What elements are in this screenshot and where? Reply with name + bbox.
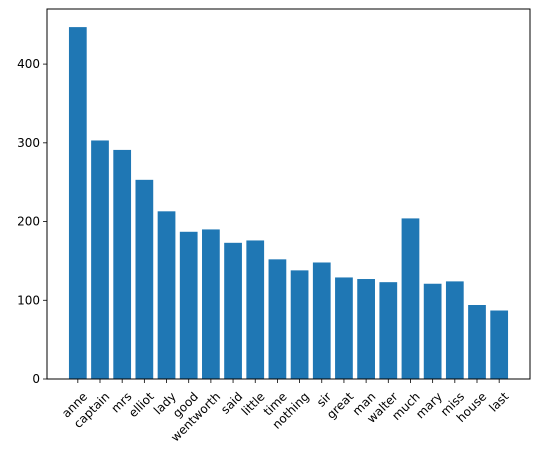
bars [68,27,509,379]
y-tick-label: 0 [32,372,40,386]
bar-walter [379,282,398,379]
bar-great [335,277,353,379]
y-tick-label: 100 [17,293,40,307]
x-tick-label: elliot [126,389,157,420]
bar-captain [91,140,109,379]
x-tick-label: last [486,389,511,414]
y-tick-label: 400 [17,57,40,71]
bar-said [224,242,242,379]
y-tick-label: 300 [17,136,40,150]
bar-sir [312,262,331,379]
bar-house [468,305,486,379]
bar-time [268,259,287,379]
bar-good [179,231,198,379]
bar-elliot [135,179,154,379]
y-tick-label: 200 [17,215,40,229]
bar-miss [445,281,464,379]
x-tick-label: said [218,389,245,416]
bar-nothing [290,270,309,379]
bar-mary [423,283,442,379]
bar-mrs [113,149,132,379]
x-tick-label: little [239,389,268,418]
x-axis: annecaptainmrselliotladygoodwentworthsai… [59,379,512,445]
bar-little [246,240,265,379]
bar-man [357,279,375,379]
y-axis: 0 100 200 300 400 [17,57,47,386]
plot-frame [46,8,531,380]
bar-lady [157,211,176,379]
bar-wentworth [202,229,220,379]
bar-anne [68,27,87,379]
bar-last [490,310,509,379]
bar-much [401,218,420,379]
